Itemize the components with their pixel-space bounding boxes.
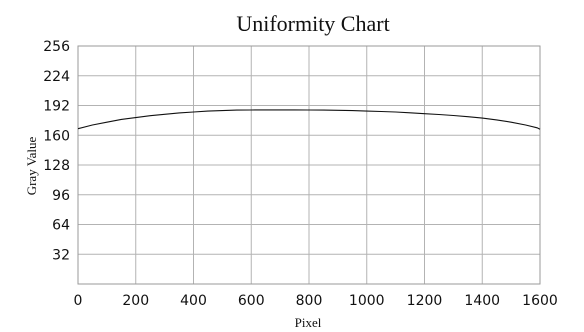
y-tick-label: 224 xyxy=(43,69,70,85)
x-tick-label: 800 xyxy=(296,293,323,309)
series-layer xyxy=(77,109,541,130)
chart-title: Uniformity Chart xyxy=(236,11,389,36)
y-tick-label: 96 xyxy=(52,188,70,204)
y-tick-label: 64 xyxy=(52,218,70,234)
gray-value-series-line xyxy=(77,109,541,130)
y-axis-label: Gray Value xyxy=(24,136,39,195)
x-tick-label: 600 xyxy=(238,293,265,309)
x-tick-label: 1200 xyxy=(407,293,443,309)
y-tick-label: 160 xyxy=(43,128,70,144)
x-tick-label: 0 xyxy=(74,293,83,309)
x-tick-label: 400 xyxy=(180,293,207,309)
y-tick-label: 192 xyxy=(43,99,70,115)
y-tick-label: 128 xyxy=(43,158,70,174)
grid-lines xyxy=(77,45,541,284)
tick-labels: 0 200 400 600 800 1000 1200 1400 1600 32 64 96 128 16… xyxy=(43,39,558,309)
y-tick-label: 256 xyxy=(43,39,70,55)
x-tick-label: 1000 xyxy=(349,293,385,309)
x-tick-label: 1600 xyxy=(522,293,558,309)
y-tick-label: 32 xyxy=(52,247,70,263)
x-tick-label: 200 xyxy=(122,293,149,309)
plot-area-frame xyxy=(77,45,541,285)
x-axis-label: Pixel xyxy=(295,315,322,330)
x-tick-label: 1400 xyxy=(464,293,500,309)
